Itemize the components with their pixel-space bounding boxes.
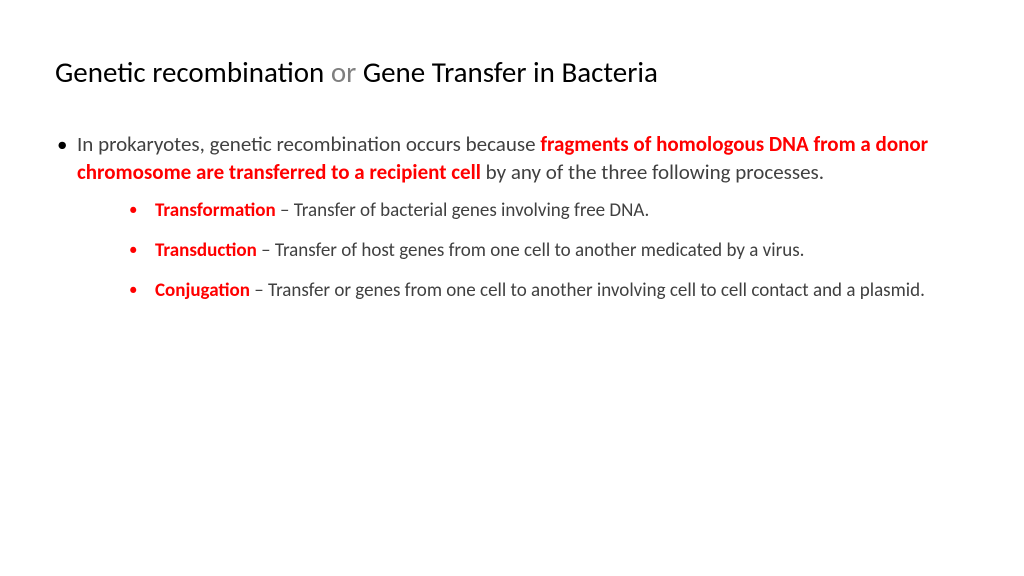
term-transduction: Transduction [155, 239, 257, 262]
inner-list: Transformation – Transfer of bacterial g… [77, 198, 969, 303]
list-item: Transformation – Transfer of bacterial g… [77, 198, 969, 224]
desc-transduction: – Transfer of host genes from one cell t… [257, 239, 805, 262]
lead-after: by any of the three following processes. [481, 159, 824, 185]
lead-before: In prokaryotes, genetic recombination oc… [77, 131, 540, 157]
desc-transformation: – Transfer of bacterial genes involving … [276, 199, 650, 222]
title-part1: Genetic recombination [55, 54, 324, 90]
title-connector: or [324, 54, 363, 90]
outer-list: In prokaryotes, genetic recombination oc… [55, 130, 969, 304]
list-item: Conjugation – Transfer or genes from one… [77, 278, 969, 304]
slide-container: Genetic recombination or Gene Transfer i… [0, 0, 1024, 576]
term-conjugation: Conjugation [155, 279, 250, 302]
slide-title: Genetic recombination or Gene Transfer i… [55, 55, 969, 90]
desc-conjugation: – Transfer or genes from one cell to ano… [250, 279, 925, 302]
main-bullet: In prokaryotes, genetic recombination oc… [55, 130, 969, 304]
list-item: Transduction – Transfer of host genes fr… [77, 238, 969, 264]
term-transformation: Transformation [155, 199, 276, 222]
slide-body: In prokaryotes, genetic recombination oc… [55, 130, 969, 304]
title-part2: Gene Transfer in Bacteria [363, 54, 658, 90]
